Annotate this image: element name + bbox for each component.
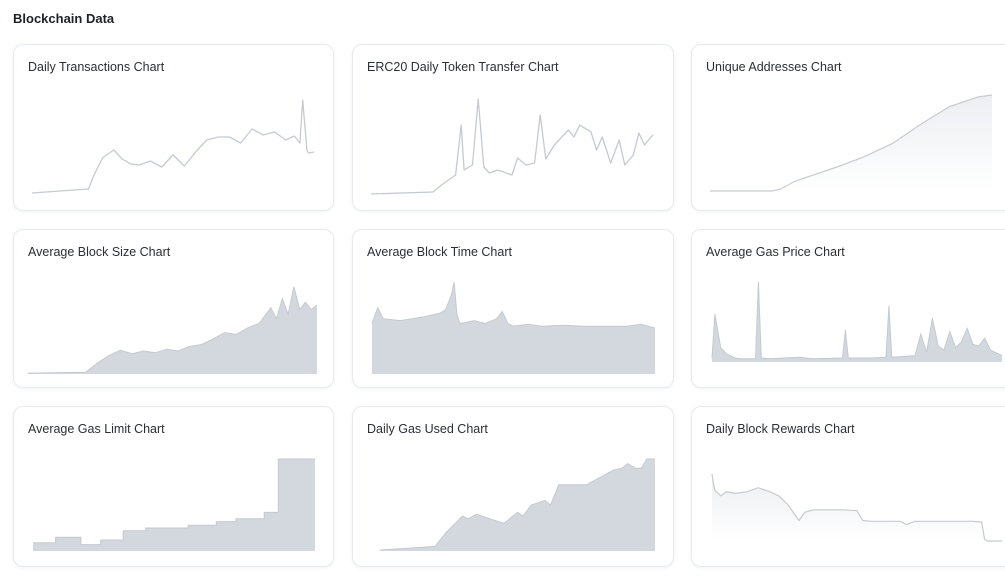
chart-area [33, 459, 315, 551]
erc20-daily-token-transfer-chart-card[interactable]: ERC20 Daily Token Transfer Chart [352, 44, 674, 211]
chart-line [379, 458, 655, 551]
chart-area [372, 282, 655, 374]
daily-transactions-sparkline [31, 99, 315, 194]
average-gas-price-chart-card[interactable]: Average Gas Price Chart [691, 229, 1005, 388]
chart-line [33, 458, 315, 546]
chart-area [710, 95, 992, 191]
chart-title: Average Gas Limit Chart [28, 422, 165, 436]
chart-line [710, 94, 993, 192]
chart-title: Average Block Size Chart [28, 245, 171, 259]
chart-title: Average Block Time Chart [367, 245, 512, 259]
daily-block-rewards-sparkline [711, 473, 1002, 542]
chart-area [712, 473, 1002, 541]
average-gas-price-sparkline [711, 281, 1003, 362]
chart-title: Daily Block Rewards Chart [706, 422, 855, 436]
chart-line [711, 281, 1003, 360]
chart-line [31, 99, 315, 194]
chart-title: Daily Gas Used Chart [367, 422, 488, 436]
chart-title: Daily Transactions Chart [28, 60, 165, 74]
chart-title: ERC20 Daily Token Transfer Chart [367, 60, 559, 74]
chart-line [370, 98, 654, 195]
daily-transactions-chart-card[interactable]: Daily Transactions Chart [13, 44, 334, 211]
average-block-size-sparkline [27, 286, 318, 374]
chart-line [371, 281, 656, 329]
average-gas-limit-chart-card[interactable]: Average Gas Limit Chart [13, 406, 334, 567]
erc20-token-transfer-sparkline [370, 98, 654, 195]
chart-title: Average Gas Price Chart [706, 245, 845, 259]
unique-addresses-sparkline [710, 94, 993, 192]
section-title: Blockchain Data [13, 11, 115, 26]
chart-area [380, 459, 655, 551]
average-block-time-sparkline [371, 281, 656, 374]
chart-line [27, 286, 318, 374]
average-block-time-chart-card[interactable]: Average Block Time Chart [352, 229, 674, 388]
daily-gas-used-chart-card[interactable]: Daily Gas Used Chart [352, 406, 674, 567]
chart-area [712, 282, 1002, 362]
chart-area [28, 286, 317, 374]
average-gas-limit-sparkline [33, 458, 315, 551]
daily-block-rewards-chart-card[interactable]: Daily Block Rewards Chart [691, 406, 1005, 567]
chart-title: Unique Addresses Chart [706, 60, 842, 74]
unique-addresses-chart-card[interactable]: Unique Addresses Chart [691, 44, 1005, 211]
average-block-size-chart-card[interactable]: Average Block Size Chart [13, 229, 334, 388]
daily-gas-used-sparkline [379, 458, 655, 551]
chart-line [711, 473, 1002, 542]
